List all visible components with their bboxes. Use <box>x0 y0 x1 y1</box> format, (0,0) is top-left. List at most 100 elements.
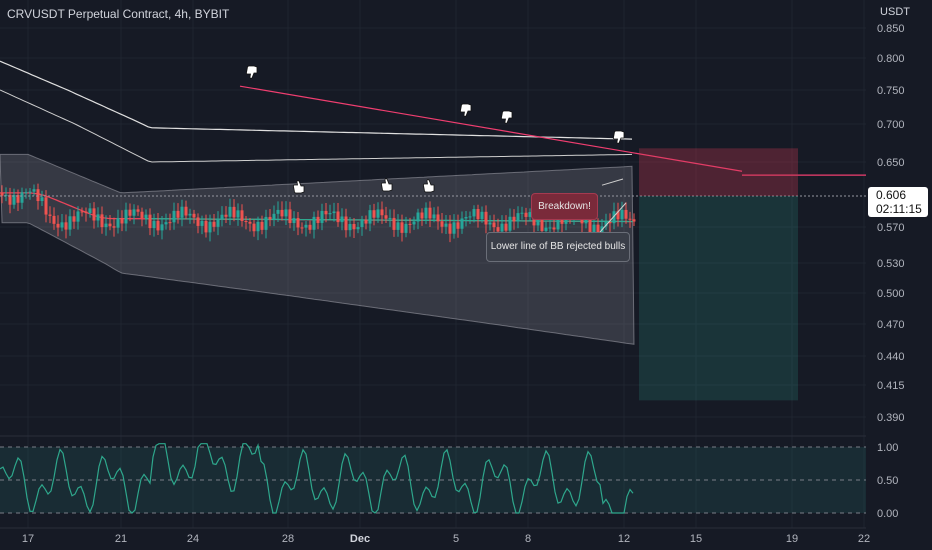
candle-body <box>360 219 364 228</box>
bollinger-bands <box>0 153 635 345</box>
thumbs-down-marker <box>245 65 258 79</box>
candle-body <box>196 217 200 226</box>
candle-body <box>308 224 312 230</box>
bar-countdown: 02:11:15 <box>876 202 922 216</box>
candle-body <box>320 210 324 223</box>
stop-loss-zone <box>639 148 798 196</box>
candle-body <box>384 215 388 219</box>
candle-body <box>216 219 220 227</box>
candle-body <box>352 224 356 230</box>
take-profit-zone <box>639 196 798 401</box>
candle-body <box>436 214 440 222</box>
candle-body <box>376 209 380 218</box>
descending-trendline <box>239 85 743 172</box>
candle-body <box>116 218 120 228</box>
thumbs-up-marker <box>380 178 393 192</box>
thumbs-up-marker <box>292 180 305 194</box>
candle-body <box>100 214 104 228</box>
short-position-tool[interactable] <box>639 148 798 401</box>
x-tick-label: 5 <box>453 533 459 545</box>
candle-body <box>48 214 52 216</box>
candle-body <box>292 218 296 224</box>
candle-body <box>0 192 4 196</box>
candle-body <box>260 221 264 230</box>
candle-body <box>124 209 128 224</box>
candle-body <box>472 209 476 217</box>
candle-body <box>232 206 236 218</box>
candle-body <box>328 213 332 215</box>
candle-body <box>104 223 108 228</box>
candle-body <box>172 210 176 223</box>
candle-body <box>312 216 316 230</box>
candle-body <box>632 219 636 222</box>
candle-body <box>228 206 232 217</box>
price-axis-background <box>866 0 932 550</box>
candle-body <box>400 222 404 233</box>
candle-body <box>604 221 608 227</box>
candle-body <box>392 217 396 230</box>
candle-body <box>508 216 512 231</box>
last-price-tag: 0.606 02:11:15 <box>868 187 928 217</box>
candle-body <box>468 216 472 218</box>
candle-body <box>612 211 616 224</box>
candle-body <box>344 216 348 231</box>
candle-body <box>252 223 256 232</box>
x-tick-label: 17 <box>22 533 34 545</box>
oscillator-tick-label: 0.00 <box>877 508 898 520</box>
candle-body <box>300 227 304 229</box>
candle-body <box>136 209 140 212</box>
candle-body <box>340 216 344 223</box>
thumbs-up-icon <box>422 179 435 193</box>
candle-body <box>560 217 564 224</box>
candle-body <box>304 224 308 228</box>
candle-body <box>628 218 632 220</box>
candle-body <box>168 222 172 224</box>
x-tick-label: Dec <box>350 533 370 545</box>
breakdown-annotation[interactable]: Breakdown! <box>531 193 598 220</box>
candle-body <box>36 189 40 202</box>
time-axis[interactable]: 17 21 24 28 Dec 5 8 12 15 19 22 <box>0 527 870 545</box>
y-tick-label: 0.850 <box>877 23 905 35</box>
candle-body <box>620 209 624 220</box>
candle-body <box>120 218 124 224</box>
candle-body <box>488 222 492 225</box>
candle-body <box>520 212 524 214</box>
candle-body <box>128 209 132 216</box>
bb-rejection-annotation[interactable]: Lower line of BB rejected bulls <box>486 232 630 262</box>
candle-body <box>368 210 372 224</box>
bb-callout-line <box>599 202 627 233</box>
candle-body <box>108 223 112 227</box>
candle-body <box>76 211 80 222</box>
candle-body <box>224 214 228 217</box>
thumbs-down-icon <box>612 130 625 144</box>
candle-body <box>212 221 216 227</box>
thumbs-down-marker <box>500 110 513 124</box>
candle-body <box>88 208 92 214</box>
candle-body <box>12 195 16 205</box>
thumbs-down-marker <box>459 103 472 117</box>
candle-body <box>72 216 76 222</box>
candle-body <box>44 197 48 215</box>
candle-body <box>24 192 28 194</box>
candle-body <box>464 216 468 219</box>
candle-body <box>204 220 208 233</box>
price-axis[interactable]: 0.8500.8000.7500.7000.6500.5700.5300.500… <box>866 0 932 550</box>
candle-body <box>280 209 284 217</box>
candle-body <box>440 221 444 227</box>
y-tick-label: 0.800 <box>877 53 905 65</box>
candle-body <box>8 194 12 205</box>
y-tick-label: 0.650 <box>877 157 905 169</box>
candle-body <box>208 221 212 233</box>
candle-body <box>144 214 148 218</box>
candle-body <box>332 211 336 214</box>
candle-body <box>448 223 452 234</box>
thumbs-down-icon <box>459 103 472 117</box>
y-tick-label: 0.700 <box>877 119 905 131</box>
x-tick-label: 12 <box>618 533 630 545</box>
candle-body <box>80 211 84 213</box>
candle-body <box>444 223 448 227</box>
candle-body <box>220 214 224 220</box>
candle-body <box>552 227 556 230</box>
thumbs-up-icon <box>380 178 393 192</box>
